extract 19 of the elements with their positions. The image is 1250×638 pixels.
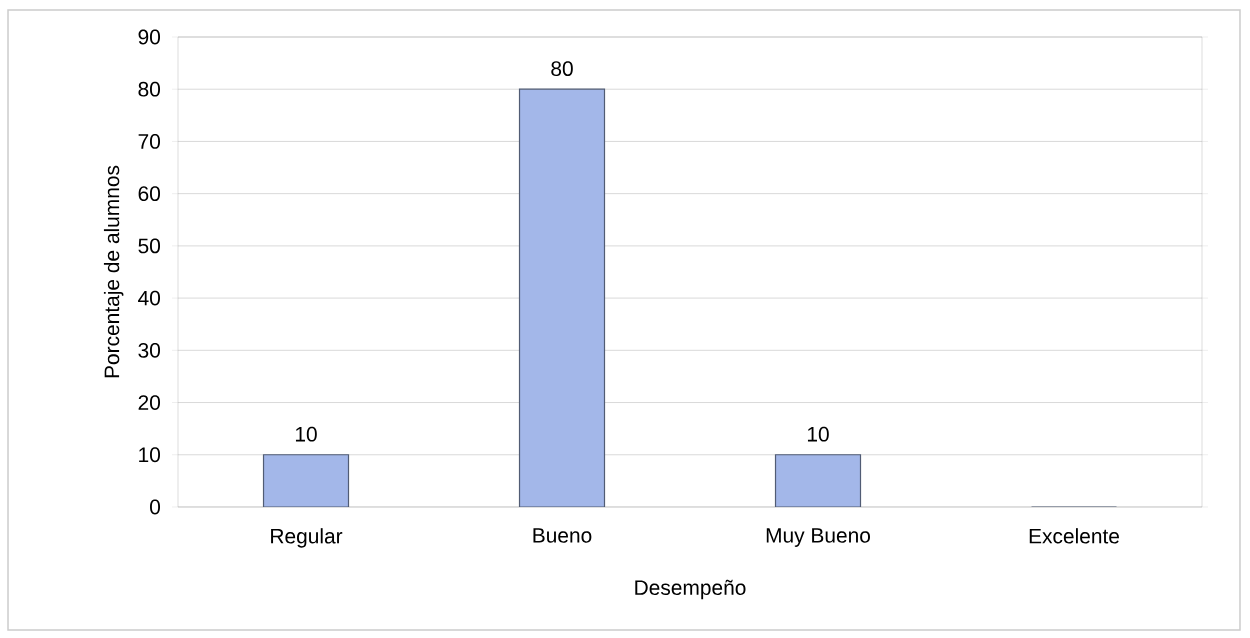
data-label: 10 [807,426,829,442]
y-tick-label: 60 [138,186,161,202]
data-label: 80 [551,61,573,77]
x-tick-label: Muy Bueno [766,528,871,547]
y-tick-label: 90 [138,29,161,45]
y-tick-label: 0 [150,499,161,515]
y-tick-label: 10 [139,447,161,463]
x-tick-label: Regular [271,528,343,548]
x-axis-title: Desempeño [635,579,746,600]
y-tick-label: 20 [138,395,161,410]
y-tick-label: 50 [138,238,161,254]
y-tick-label: 80 [138,81,161,97]
data-label: 10 [295,426,317,442]
y-tick-label: 70 [138,134,161,149]
x-tick-label: Bueno [533,528,592,543]
y-axis-title: Porcentaje de alumnos [103,165,124,378]
y-tick-label: 30 [138,342,161,358]
y-tick-label: 40 [138,290,161,306]
x-tick-label: Excelente [1029,528,1119,544]
